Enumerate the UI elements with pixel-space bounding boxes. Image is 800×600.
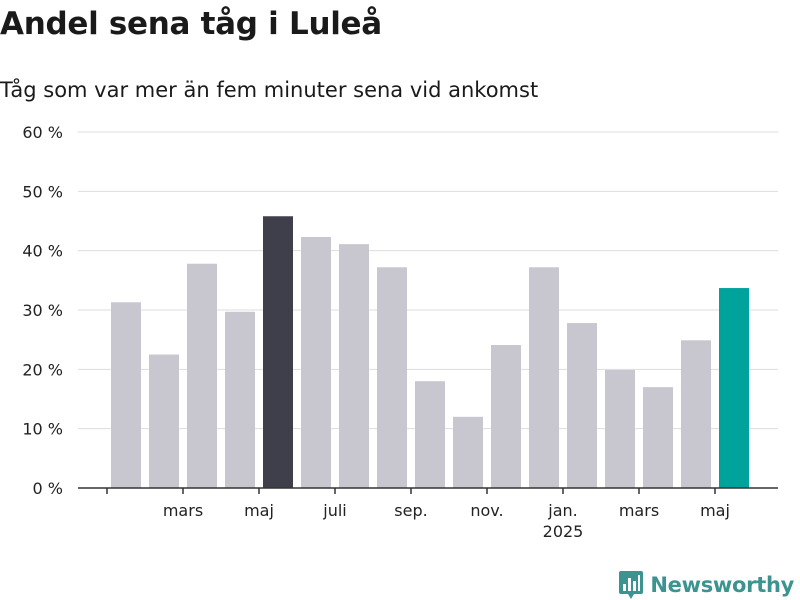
bar-2025-05 xyxy=(681,340,711,488)
bar-2024-04 xyxy=(187,263,217,488)
chart-subtitle: Tåg som var mer än fem minuter sena vid … xyxy=(0,78,539,102)
bar-2024-07 xyxy=(301,237,331,488)
bar-2024-02 xyxy=(111,302,141,488)
y-tick-label: 10 % xyxy=(22,420,63,439)
bar-2024-06 xyxy=(263,216,293,488)
bar-2025-02 xyxy=(567,323,597,488)
bar-2024-09 xyxy=(377,267,407,488)
bar-2025-04 xyxy=(643,387,673,488)
bar-2024-11 xyxy=(453,416,483,488)
y-tick-label: 40 % xyxy=(22,242,63,261)
chart-title: Andel sena tåg i Luleå xyxy=(0,6,382,42)
bar-2024-05 xyxy=(225,311,255,488)
bar-2025-01 xyxy=(529,267,559,488)
x-tick-label: sep. xyxy=(394,501,427,520)
x-tick-label: maj xyxy=(244,501,274,520)
bars xyxy=(111,216,749,488)
bar-2024-03 xyxy=(149,354,179,488)
x-tick-label: mars xyxy=(619,501,659,520)
bar-2025-03 xyxy=(605,369,635,488)
bar-2025-06 xyxy=(719,288,749,488)
y-tick-label: 50 % xyxy=(22,182,63,201)
bar-2024-12 xyxy=(491,345,521,488)
x-tick-label: nov. xyxy=(470,501,503,520)
bar-2024-10 xyxy=(415,381,445,488)
bar-chart-badge-icon xyxy=(619,571,644,599)
y-axis-tick-labels: 0 % 10 % 20 % 30 % 40 % 50 % 60 % xyxy=(22,123,63,498)
y-tick-label: 30 % xyxy=(22,301,63,320)
x-tick-label: maj xyxy=(700,501,730,520)
y-tick-label: 60 % xyxy=(22,123,63,142)
y-tick-label: 0 % xyxy=(33,479,63,498)
x-tick-year-label: 2025 xyxy=(543,522,584,541)
x-tick-label: jan. xyxy=(547,501,577,520)
bar-2024-08 xyxy=(339,244,369,488)
newsworthy-logo: Newsworthy xyxy=(618,570,794,600)
x-axis: mars maj juli sep. nov. jan. 2025 mars maj xyxy=(78,487,778,541)
y-tick-label: 20 % xyxy=(22,360,63,379)
x-tick-label: mars xyxy=(163,501,203,520)
x-tick-label: juli xyxy=(322,501,346,520)
brand-name: Newsworthy xyxy=(650,573,794,597)
bar-chart: 0 % 10 % 20 % 30 % 40 % 50 % 60 % mars maj juli s… xyxy=(22,123,778,541)
